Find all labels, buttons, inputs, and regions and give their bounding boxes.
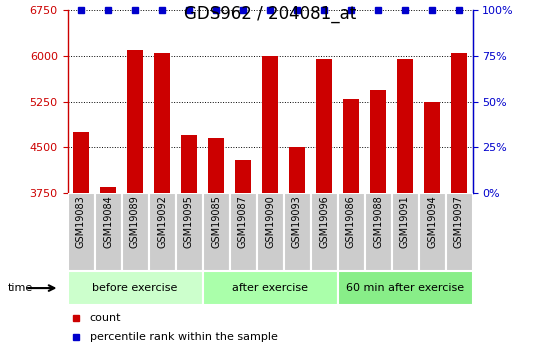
Bar (202, 193, 230, 271)
Bar (310, 193, 338, 271)
Bar (364, 193, 391, 271)
Text: GSM19097: GSM19097 (454, 196, 464, 248)
Bar (100, 187, 116, 193)
Bar (181, 135, 197, 193)
Text: GSM19096: GSM19096 (319, 196, 329, 248)
Bar (446, 193, 472, 271)
Bar (176, 193, 202, 271)
Bar (262, 56, 278, 193)
Text: GSM19088: GSM19088 (373, 196, 383, 248)
Text: GSM19090: GSM19090 (265, 196, 275, 248)
Text: GSM19092: GSM19092 (157, 196, 167, 248)
Text: GSM19083: GSM19083 (76, 196, 86, 248)
Bar (148, 193, 176, 271)
Bar (73, 132, 89, 193)
Bar (289, 148, 305, 193)
Bar (397, 59, 413, 193)
Bar (230, 193, 256, 271)
Text: GSM19085: GSM19085 (211, 196, 221, 248)
Text: GSM19089: GSM19089 (130, 196, 140, 248)
Text: GSM19093: GSM19093 (292, 196, 302, 248)
Bar (208, 138, 224, 193)
Text: GSM19094: GSM19094 (427, 196, 437, 248)
Bar (338, 271, 472, 305)
Bar (316, 59, 332, 193)
Bar (122, 193, 148, 271)
Text: GSM19084: GSM19084 (103, 196, 113, 248)
Bar (392, 193, 418, 271)
Bar (370, 90, 386, 193)
Bar (94, 193, 122, 271)
Bar (68, 193, 94, 271)
Bar (235, 160, 251, 193)
Text: 60 min after exercise: 60 min after exercise (346, 283, 464, 293)
Bar (418, 193, 445, 271)
Text: GSM19086: GSM19086 (346, 196, 356, 248)
Bar (451, 53, 467, 193)
Bar (338, 193, 364, 271)
Bar (256, 193, 284, 271)
Bar (127, 50, 143, 193)
Bar (154, 53, 170, 193)
Text: GSM19091: GSM19091 (400, 196, 410, 248)
Bar (424, 102, 440, 193)
Bar (68, 271, 202, 305)
Text: time: time (8, 283, 33, 293)
Text: before exercise: before exercise (92, 283, 178, 293)
Text: after exercise: after exercise (232, 283, 308, 293)
Bar (202, 271, 338, 305)
Text: count: count (90, 313, 122, 323)
Text: GSM19087: GSM19087 (238, 196, 248, 248)
Bar (343, 99, 359, 193)
Bar (284, 193, 310, 271)
Text: GSM19095: GSM19095 (184, 196, 194, 248)
Text: percentile rank within the sample: percentile rank within the sample (90, 332, 278, 342)
Text: GDS962 / 204081_at: GDS962 / 204081_at (184, 5, 356, 23)
